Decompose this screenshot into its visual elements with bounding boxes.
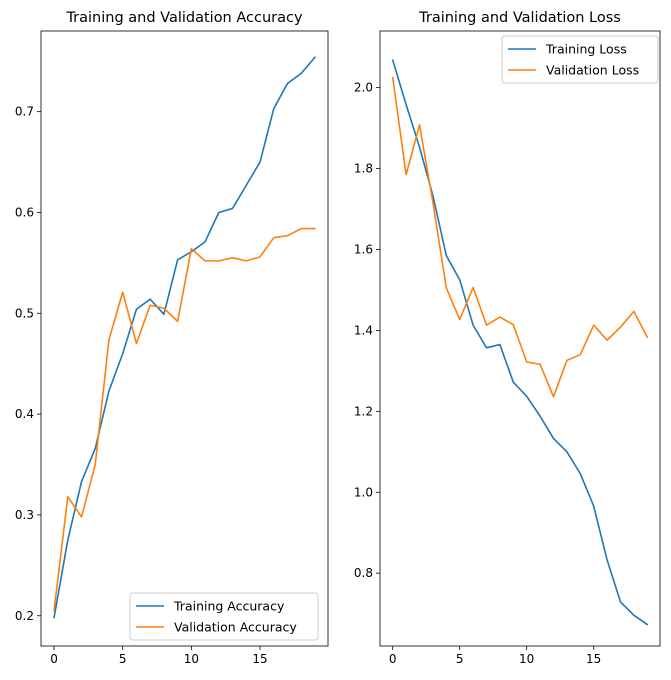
y-tick-label: 2.0 [354, 81, 373, 95]
x-tick-label: 10 [519, 652, 534, 666]
y-tick-label: 0.3 [15, 508, 34, 522]
x-tick-label: 15 [252, 652, 267, 666]
loss-chart: Training and Validation Loss 0 5 10 15 0.8 1.… [354, 10, 661, 666]
x-tick-label: 0 [50, 652, 58, 666]
loss-chart-legend: Training Loss Validation Loss [501, 35, 659, 84]
y-tick-label: 0.8 [354, 566, 373, 580]
loss-chart-lines [391, 59, 649, 626]
accuracy-chart-axes [40, 30, 329, 647]
y-tick-label: 0.7 [15, 105, 34, 119]
y-tick-label: 0.6 [15, 205, 34, 219]
y-tick-label: 0.5 [15, 306, 34, 320]
x-tick-label: 5 [119, 652, 127, 666]
accuracy-chart-legend: Training Accuracy Validation Accuracy [129, 592, 319, 641]
loss-chart-title: Training and Validation Loss [418, 10, 621, 26]
legend-label-validation-accuracy: Validation Accuracy [174, 620, 297, 635]
y-tick-label: 1.6 [354, 242, 373, 256]
accuracy-legend-box [129, 592, 319, 641]
y-tick-label: 1.0 [354, 485, 373, 499]
loss-chart-axes [379, 30, 661, 647]
loss-legend-box [501, 35, 659, 84]
series-line-validation-accuracy [53, 227, 316, 612]
accuracy-chart-ticks: 0 5 10 15 0.2 0.3 0.4 0.5 0.6 0.7 [15, 105, 268, 666]
legend-label-training-loss: Training Loss [545, 42, 627, 57]
loss-chart-ticks: 0 5 10 15 0.8 1.0 1.2 1.4 1.6 1.8 2.0 [354, 81, 601, 666]
accuracy-chart-lines [53, 56, 316, 619]
x-tick-label: 10 [184, 652, 199, 666]
series-line-training-accuracy [53, 56, 316, 619]
y-tick-label: 1.8 [354, 162, 373, 176]
y-tick-label: 0.2 [15, 609, 34, 623]
x-tick-label: 5 [456, 652, 464, 666]
y-tick-label: 1.4 [354, 323, 373, 337]
x-tick-label: 15 [586, 652, 601, 666]
y-tick-label: 0.4 [15, 407, 34, 421]
y-tick-label: 1.2 [354, 404, 373, 418]
series-line-validation-loss [391, 76, 649, 398]
accuracy-chart: Training and Validation Accuracy 0 5 10 150… [15, 10, 329, 666]
x-tick-label: 0 [389, 652, 397, 666]
legend-label-validation-loss: Validation Loss [546, 63, 639, 78]
accuracy-chart-title: Training and Validation Accuracy [65, 10, 303, 26]
series-line-training-loss [391, 59, 649, 626]
legend-label-training-accuracy: Training Accuracy [173, 599, 285, 614]
